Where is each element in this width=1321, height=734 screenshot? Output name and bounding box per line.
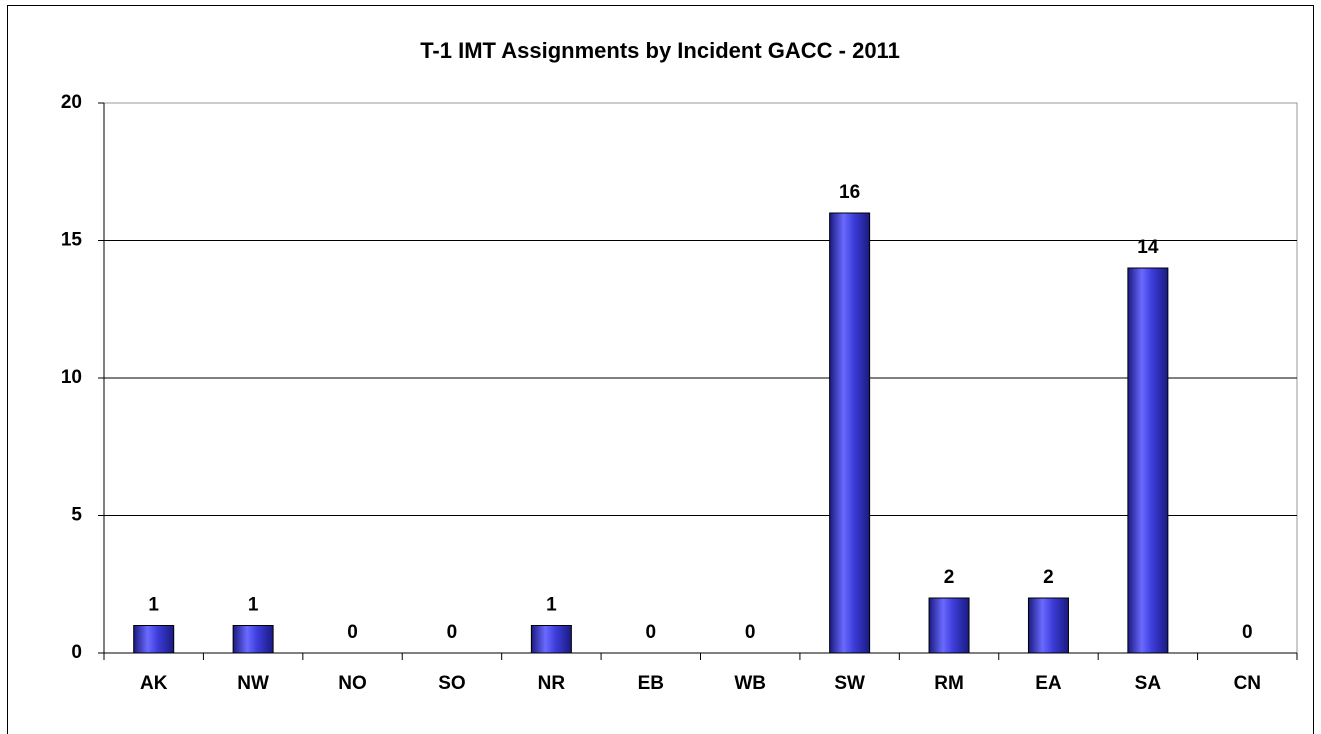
x-tick-label: WB: [734, 673, 766, 694]
bar: [133, 625, 175, 654]
bar: [1027, 597, 1069, 654]
x-tick-label: SO: [438, 673, 465, 694]
data-label: 0: [646, 622, 657, 643]
data-label: 0: [1242, 622, 1253, 643]
x-tick-label: NO: [338, 673, 367, 694]
bar: [928, 597, 970, 654]
data-label: 1: [248, 595, 259, 616]
y-tick-label: 10: [61, 367, 82, 388]
x-tick-label: NR: [538, 673, 566, 694]
x-tick-label: EB: [638, 673, 664, 694]
bar: [530, 625, 572, 654]
x-tick-label: NW: [237, 673, 269, 694]
x-tick-label: SW: [834, 673, 865, 694]
bar: [1127, 267, 1169, 654]
y-tick-label: 0: [71, 642, 82, 663]
data-label: 1: [148, 595, 159, 616]
data-label: 0: [447, 622, 458, 643]
x-tick-label: RM: [934, 673, 964, 694]
data-label: 16: [839, 182, 860, 203]
x-tick-label: EA: [1035, 673, 1062, 694]
x-tick-label: AK: [140, 673, 168, 694]
data-label: 0: [347, 622, 358, 643]
data-label: 1: [546, 595, 557, 616]
data-label: 2: [944, 567, 955, 588]
y-tick-label: 20: [61, 92, 82, 113]
chart-title: T-1 IMT Assignments by Incident GACC - 2…: [420, 38, 900, 63]
data-label: 14: [1137, 237, 1159, 258]
bar: [232, 625, 274, 654]
x-tick-label: SA: [1135, 673, 1162, 694]
y-tick-label: 15: [61, 230, 83, 251]
data-label: 0: [745, 622, 756, 643]
y-tick-label: 5: [71, 505, 82, 526]
data-label: 2: [1043, 567, 1054, 588]
x-tick-label: CN: [1234, 673, 1261, 694]
bar: [829, 212, 871, 654]
chart-border: [7, 5, 1314, 734]
